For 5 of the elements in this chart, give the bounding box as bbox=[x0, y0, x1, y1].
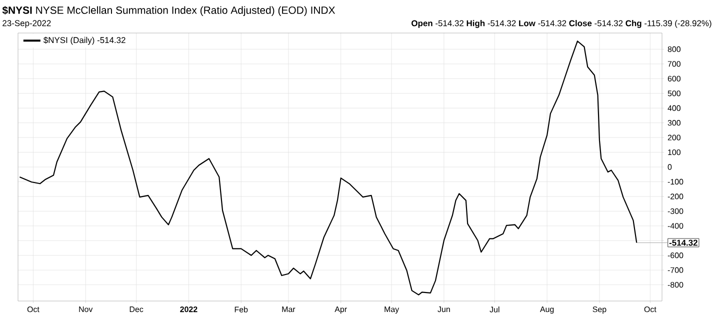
chart-subtitle: 23-Sep-2022 bbox=[2, 20, 51, 28]
annotation: -514.32 bbox=[669, 240, 698, 246]
legend-label: $NYSI (Daily) -514.32 bbox=[44, 36, 126, 45]
text: Open -514.32 High -514.32 Low -514.32 Close -514.32 Chg -115.39 (-28.92%) bbox=[412, 20, 712, 28]
chart-title: $NYSI NYSE McClellan Summation Index (Ratio Adjusted) (EOD) INDX bbox=[2, 6, 336, 16]
